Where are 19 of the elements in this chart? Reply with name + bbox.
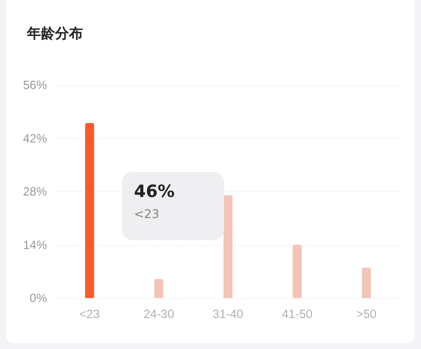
x-tick-label: 24-30 [143,307,174,321]
y-tick-label: 28% [22,184,48,198]
annotation: 46% [134,182,176,202]
y-tick-label: 0% [30,291,48,305]
y-tick-label: 14% [22,238,48,252]
bar [154,278,164,298]
annotation: <23 [134,207,160,221]
x-tick-label: 41-50 [282,307,313,321]
x-tick-label: >50 [356,307,377,321]
bar [224,195,232,298]
y-tick-label: 42% [22,131,48,146]
x-tick-label: 31-40 [212,307,244,321]
chart-title: 年龄分布 [27,25,83,43]
bar [292,244,302,298]
x-tick-label: <23 [79,307,100,321]
tooltip-card: 46% <23 [122,172,224,240]
y-tick-label: 56% [22,78,48,92]
bar [85,123,94,298]
bar [362,268,371,298]
